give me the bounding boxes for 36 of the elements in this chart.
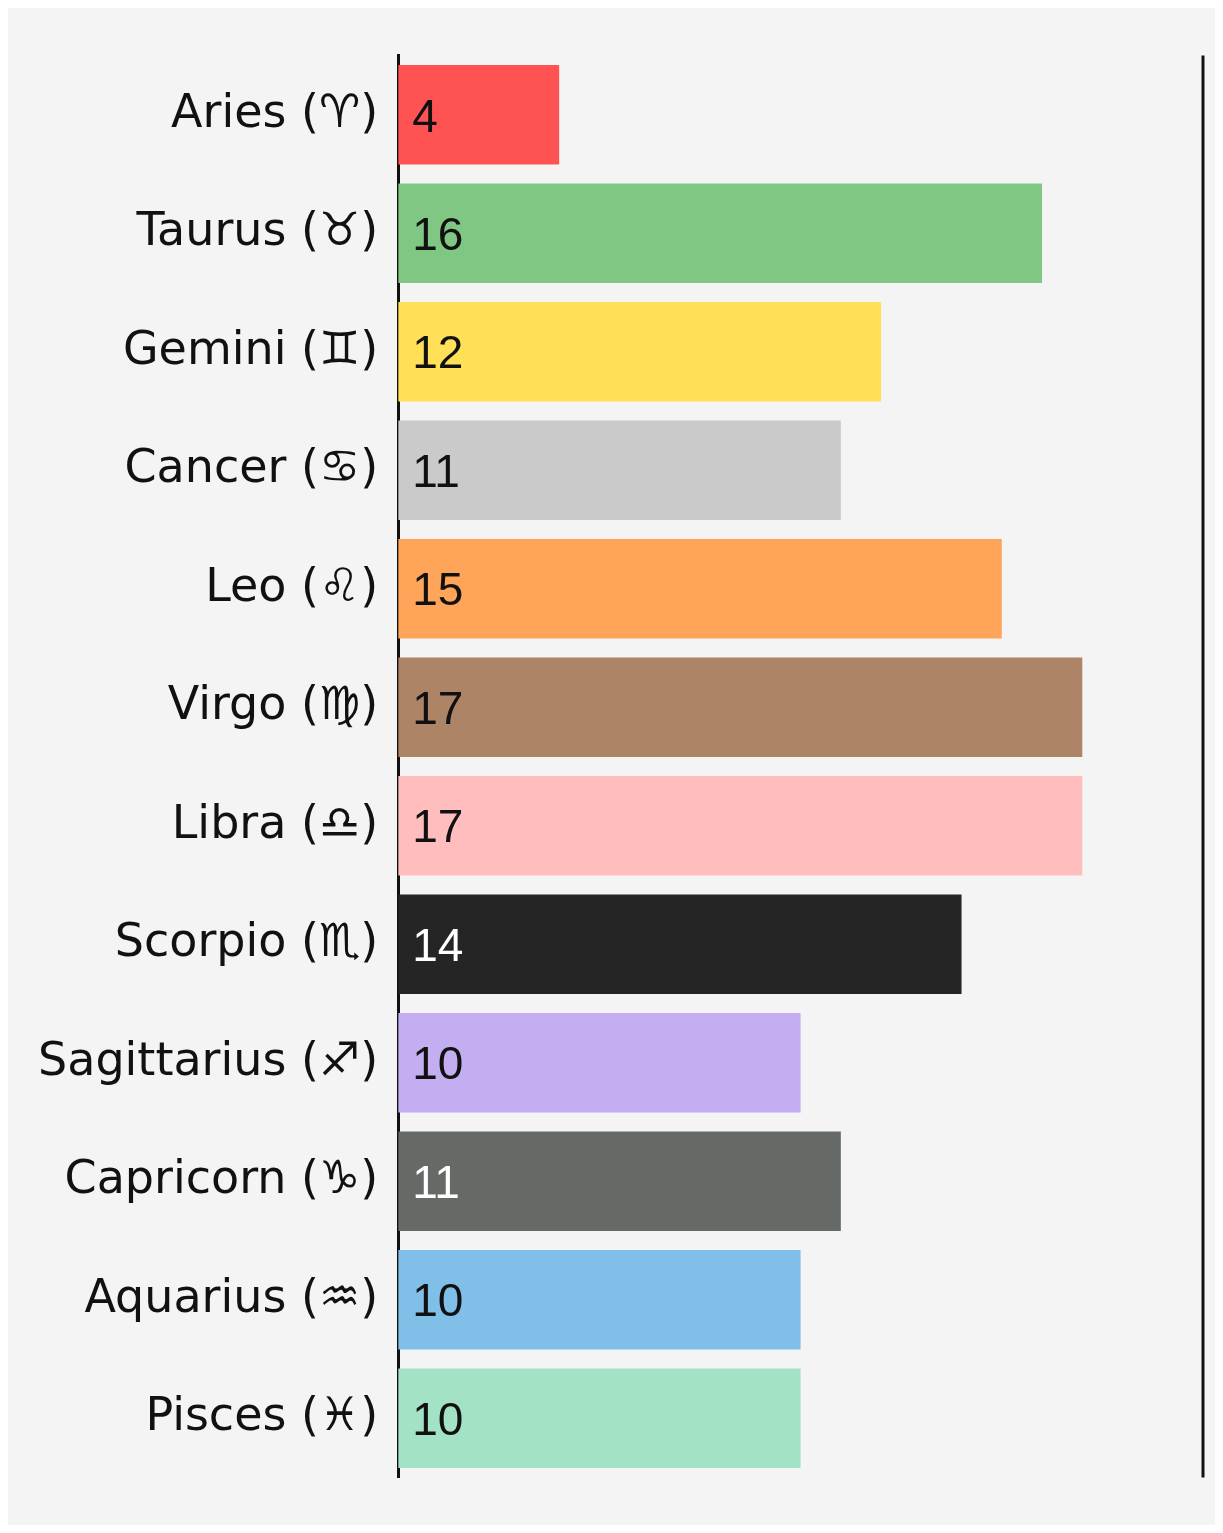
y-tick-label: Virgo (♍) xyxy=(167,676,379,731)
data-label: 16 xyxy=(412,208,464,261)
data-label: 14 xyxy=(412,918,464,971)
data-label: 17 xyxy=(412,800,464,853)
y-tick-label: Aries (♈) xyxy=(171,83,379,138)
bar xyxy=(398,539,1002,639)
y-tick-label: Taurus (♉) xyxy=(135,202,379,257)
data-label: 4 xyxy=(412,89,438,142)
data-label: 11 xyxy=(412,1155,460,1208)
data-label: 15 xyxy=(412,563,464,616)
bar xyxy=(398,1368,801,1468)
bar xyxy=(398,1249,801,1350)
y-tick-label: Scorpio (♏) xyxy=(114,913,379,968)
bar xyxy=(398,894,962,994)
bar xyxy=(398,420,841,521)
bar xyxy=(398,1131,841,1231)
y-tick-label: Leo (♌) xyxy=(205,557,379,612)
data-label: 17 xyxy=(412,681,464,734)
bar xyxy=(398,183,1043,284)
bar xyxy=(398,657,1083,758)
y-tick-label: Aquarius (♒) xyxy=(84,1268,379,1323)
y-tick-label: Cancer (♋) xyxy=(124,439,379,494)
y-tick-label: Pisces (♓) xyxy=(145,1387,379,1442)
y-tick-label: Capricorn (♑) xyxy=(64,1150,379,1205)
data-label: 10 xyxy=(412,1274,464,1327)
data-label: 10 xyxy=(412,1037,464,1090)
data-label: 10 xyxy=(412,1392,464,1445)
bar xyxy=(398,775,1083,876)
y-tick-label: Libra (♎) xyxy=(171,794,379,849)
data-label: 12 xyxy=(412,326,464,379)
data-label: 11 xyxy=(412,444,460,497)
bar xyxy=(398,1012,801,1113)
bar xyxy=(398,65,560,165)
y-tick-label: Sagittarius (♐) xyxy=(37,1031,379,1086)
y-tick-label: Gemini (♊) xyxy=(122,320,379,375)
bar xyxy=(398,302,882,402)
